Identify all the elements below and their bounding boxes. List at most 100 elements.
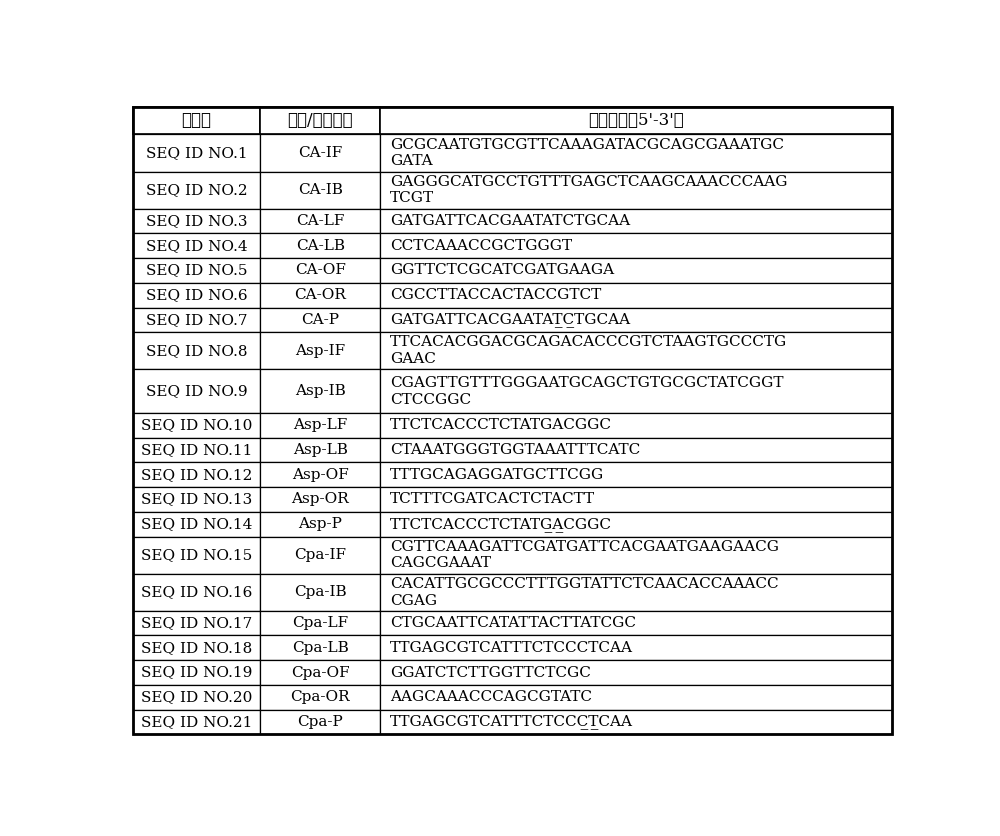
- Text: TTGAGCGTCATTTCTCCCTCAA: TTGAGCGTCATTTCTCCCTCAA: [390, 641, 633, 655]
- Bar: [260, 283, 380, 308]
- Bar: [380, 107, 892, 135]
- Text: Asp-LB: Asp-LB: [293, 443, 348, 457]
- Bar: [133, 258, 260, 283]
- Text: Cpa-OF: Cpa-OF: [291, 665, 350, 680]
- Bar: [380, 660, 892, 685]
- Bar: [380, 437, 892, 462]
- Bar: [260, 635, 380, 660]
- Text: SEQ ID NO.19: SEQ ID NO.19: [141, 665, 252, 680]
- Bar: [133, 308, 260, 332]
- Bar: [260, 487, 380, 512]
- Bar: [380, 283, 892, 308]
- Text: CTGCAATTCATATTACTTATCGC: CTGCAATTCATATTACTTATCGC: [390, 616, 636, 630]
- Bar: [380, 487, 892, 512]
- Bar: [133, 107, 260, 135]
- Text: GCGCAATGTGCGTTCAAAGATACGCAGCGAAATGC
GATA: GCGCAATGTGCGTTCAAAGATACGCAGCGAAATGC GATA: [390, 138, 784, 168]
- Bar: [380, 332, 892, 370]
- Text: SEQ ID NO.5: SEQ ID NO.5: [146, 263, 247, 278]
- Bar: [133, 209, 260, 233]
- Text: CTAAATGGGTGGTAAATTTCATC: CTAAATGGGTGGTAAATTTCATC: [390, 443, 640, 457]
- Text: Cpa-IB: Cpa-IB: [294, 585, 347, 599]
- Bar: [380, 209, 892, 233]
- Bar: [133, 437, 260, 462]
- Text: Cpa-P: Cpa-P: [297, 715, 343, 729]
- Bar: [260, 537, 380, 573]
- Bar: [260, 332, 380, 370]
- Text: SEQ ID NO.13: SEQ ID NO.13: [141, 492, 252, 507]
- Bar: [133, 710, 260, 734]
- Text: CACATTGCGCCCTTTGGTATTCTCAACACCAAACC
CGAG: CACATTGCGCCCTTTGGTATTCTCAACACCAAACC CGAG: [390, 577, 778, 608]
- Bar: [260, 660, 380, 685]
- Text: SEQ ID NO.12: SEQ ID NO.12: [141, 467, 252, 482]
- Text: SEQ ID NO.20: SEQ ID NO.20: [141, 691, 252, 704]
- Text: GATGATTCACGAATATCTGCAA: GATGATTCACGAATATCTGCAA: [390, 214, 630, 228]
- Bar: [260, 233, 380, 258]
- Bar: [133, 487, 260, 512]
- Text: SEQ ID NO.15: SEQ ID NO.15: [141, 548, 252, 562]
- Text: CA-IF: CA-IF: [298, 146, 342, 160]
- Text: TTTGCAGAGGATGCTTCGG: TTTGCAGAGGATGCTTCGG: [390, 467, 604, 482]
- Bar: [260, 258, 380, 283]
- Bar: [380, 233, 892, 258]
- Bar: [260, 370, 380, 413]
- Bar: [133, 413, 260, 437]
- Text: Asp-IB: Asp-IB: [295, 384, 346, 398]
- Text: SEQ ID NO.21: SEQ ID NO.21: [141, 715, 252, 729]
- Bar: [133, 611, 260, 635]
- Bar: [260, 209, 380, 233]
- Text: CA-LF: CA-LF: [296, 214, 345, 228]
- Bar: [133, 171, 260, 209]
- Text: Asp-P: Asp-P: [298, 517, 342, 531]
- Text: SEQ ID NO.14: SEQ ID NO.14: [141, 517, 252, 531]
- Text: SEQ ID NO.1: SEQ ID NO.1: [146, 146, 247, 160]
- Text: CA-OR: CA-OR: [294, 288, 346, 302]
- Text: 序列号: 序列号: [182, 112, 212, 129]
- Bar: [260, 710, 380, 734]
- Bar: [133, 685, 260, 710]
- Bar: [260, 573, 380, 611]
- Text: SEQ ID NO.11: SEQ ID NO.11: [141, 443, 252, 457]
- Text: TTCTCACCCTCTATG̲A̲CGGC: TTCTCACCCTCTATG̲A̲CGGC: [390, 517, 612, 532]
- Text: Asp-OR: Asp-OR: [291, 492, 349, 507]
- Bar: [133, 573, 260, 611]
- Bar: [260, 437, 380, 462]
- Text: CA-LB: CA-LB: [296, 239, 345, 252]
- Bar: [260, 512, 380, 537]
- Bar: [380, 635, 892, 660]
- Text: TTCTCACCCTCTATGACGGC: TTCTCACCCTCTATGACGGC: [390, 418, 612, 432]
- Text: Asp-IF: Asp-IF: [295, 344, 345, 358]
- Bar: [380, 308, 892, 332]
- Bar: [260, 171, 380, 209]
- Bar: [133, 332, 260, 370]
- Text: CCTCAAACCGCTGGGT: CCTCAAACCGCTGGGT: [390, 239, 572, 252]
- Text: GGATCTCTTGGTTCTCGC: GGATCTCTTGGTTCTCGC: [390, 665, 591, 680]
- Bar: [260, 308, 380, 332]
- Bar: [380, 512, 892, 537]
- Text: SEQ ID NO.2: SEQ ID NO.2: [146, 183, 247, 197]
- Text: SEQ ID NO.17: SEQ ID NO.17: [141, 616, 252, 630]
- Text: CGCCTTACCACTACCGTCT: CGCCTTACCACTACCGTCT: [390, 288, 601, 302]
- Bar: [380, 258, 892, 283]
- Bar: [133, 135, 260, 171]
- Bar: [380, 573, 892, 611]
- Text: SEQ ID NO.10: SEQ ID NO.10: [141, 418, 252, 432]
- Text: GGTTCTCGCATCGATGAAGA: GGTTCTCGCATCGATGAAGA: [390, 263, 614, 278]
- Bar: [380, 537, 892, 573]
- Text: Asp-LF: Asp-LF: [293, 418, 347, 432]
- Text: AAGCAAACCCAGCGTATC: AAGCAAACCCAGCGTATC: [390, 691, 592, 704]
- Bar: [133, 233, 260, 258]
- Text: GATGATTCACGAATAT̲C̲TGCAA: GATGATTCACGAATAT̲C̲TGCAA: [390, 313, 630, 328]
- Text: SEQ ID NO.6: SEQ ID NO.6: [146, 288, 247, 302]
- Bar: [380, 611, 892, 635]
- Bar: [133, 283, 260, 308]
- Bar: [133, 462, 260, 487]
- Bar: [133, 370, 260, 413]
- Text: TTCACACGGACGCAGACACCCGTCTAAGTGCCCTG
GAAC: TTCACACGGACGCAGACACCCGTCTAAGTGCCCTG GAAC: [390, 335, 787, 366]
- Text: Cpa-IF: Cpa-IF: [294, 548, 346, 562]
- Text: CGTTCAAAGATTCGATGATTCACGAATGAAGAACG
CAGCGAAAT: CGTTCAAAGATTCGATGATTCACGAATGAAGAACG CAGC…: [390, 540, 779, 570]
- Text: TTGAGCGTCATTTCTCCC̲T̲CAA: TTGAGCGTCATTTCTCCC̲T̲CAA: [390, 715, 633, 730]
- Bar: [133, 512, 260, 537]
- Bar: [133, 660, 260, 685]
- Text: Cpa-LF: Cpa-LF: [292, 616, 348, 630]
- Bar: [380, 135, 892, 171]
